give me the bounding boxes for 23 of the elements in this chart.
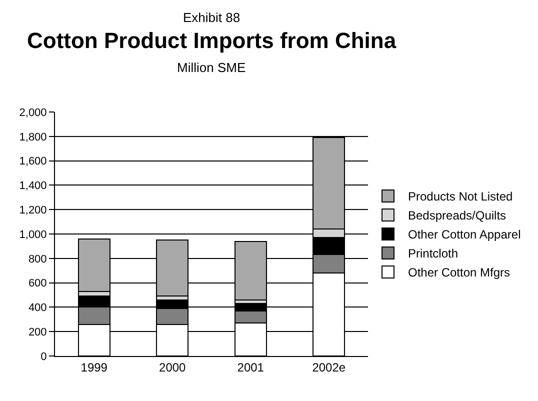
legend-label: Other Cotton Mfgrs	[408, 266, 510, 280]
y-tick-label: 600	[28, 278, 47, 290]
text: Exhibit 88	[183, 10, 240, 25]
y-tick-label: 0	[40, 350, 47, 363]
y-tick-label: 200	[28, 326, 47, 338]
x-tick-label: 1999	[80, 360, 108, 374]
y-tick-label: 1,400	[19, 180, 47, 192]
y-tick-label: 800	[28, 253, 47, 266]
x-tick-label: 2001	[237, 360, 264, 374]
y-tick-label: 1,600	[19, 156, 47, 168]
y-tick-label: 1,800	[19, 131, 47, 144]
legend-label: Bedspreads/Quilts	[408, 208, 506, 223]
y-tick-label: 400	[28, 302, 47, 314]
legend-label: Printcloth	[408, 246, 458, 261]
chart-title: Cotton Product Imports from China	[27, 28, 397, 53]
legend-label: Other Cotton Apparel	[408, 228, 521, 242]
x-tick-label: 2000	[159, 360, 186, 374]
legend-label: Products Not Listed	[408, 190, 513, 204]
chart-subtitle: Million SME	[177, 60, 246, 75]
y-tick-label: 1,200	[19, 204, 47, 216]
y-tick-label: 2,000	[19, 106, 47, 119]
x-tick-label: 2002e	[312, 360, 346, 374]
y-tick-label: 1,000	[19, 228, 47, 241]
